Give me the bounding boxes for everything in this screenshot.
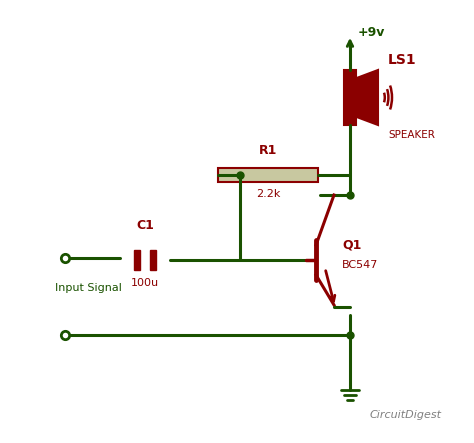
- Text: SPEAKER: SPEAKER: [388, 130, 435, 140]
- Text: Q1: Q1: [342, 238, 361, 252]
- Text: BC547: BC547: [342, 260, 378, 270]
- Text: 100u: 100u: [131, 278, 159, 288]
- Polygon shape: [356, 70, 378, 125]
- Text: CircuitDigest: CircuitDigest: [370, 410, 442, 420]
- Text: LS1: LS1: [388, 53, 417, 67]
- Text: +9v: +9v: [358, 26, 385, 39]
- Text: 2.2k: 2.2k: [256, 189, 280, 199]
- Bar: [218, 168, 318, 182]
- Bar: [344, 70, 356, 125]
- Text: R1: R1: [259, 144, 277, 157]
- Bar: [150, 250, 156, 270]
- Text: C1: C1: [136, 219, 154, 232]
- Bar: [134, 250, 140, 270]
- Text: Input Signal: Input Signal: [55, 283, 122, 293]
